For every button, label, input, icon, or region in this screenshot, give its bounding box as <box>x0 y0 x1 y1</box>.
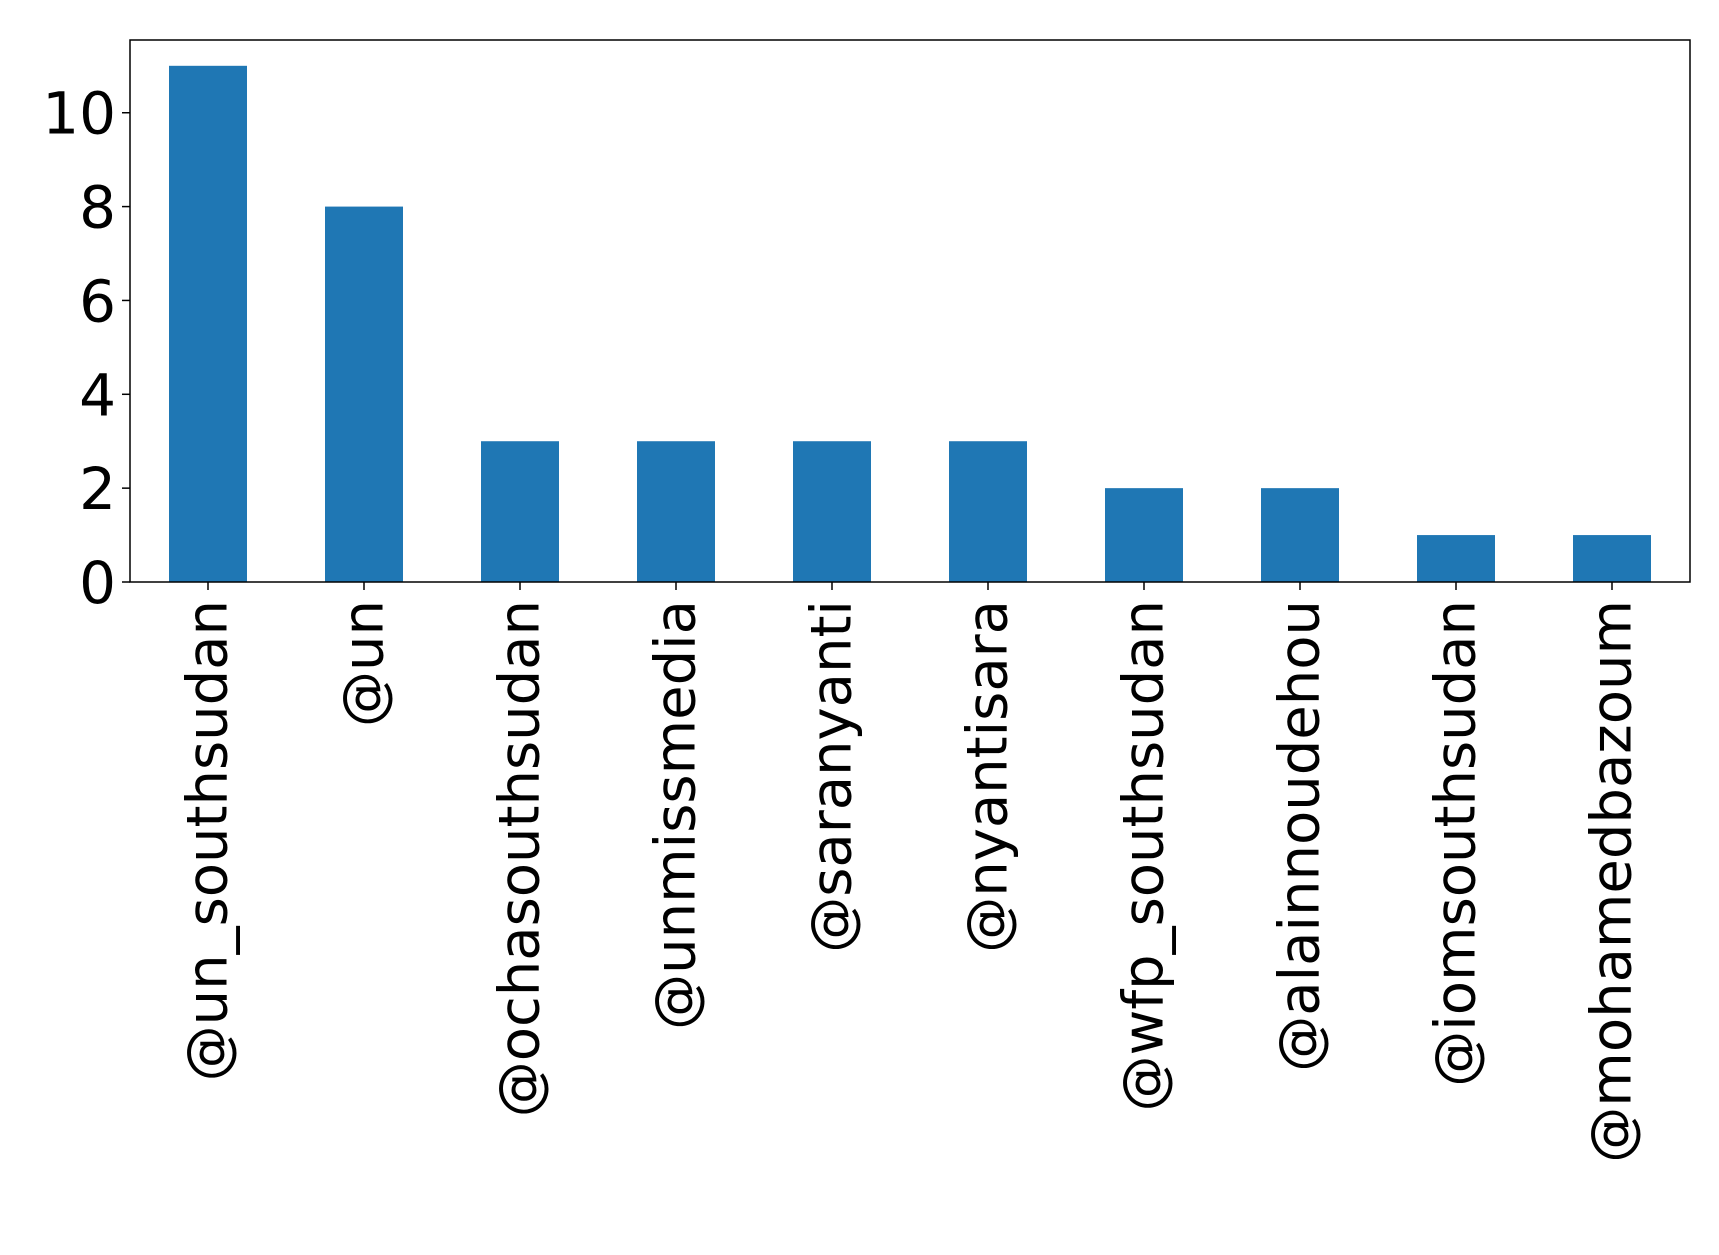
y-tick-label: 6 <box>79 267 116 335</box>
bars-group <box>169 65 1651 583</box>
x-tick-label: @unmissmedia <box>644 600 709 1030</box>
bar-mohamedbazoum <box>1573 535 1651 582</box>
x-tick-label: @ochasouthsudan <box>488 600 553 1117</box>
bar-nyantisara <box>949 441 1027 582</box>
x-tick-label: @un <box>332 600 397 727</box>
bar-alainnoudehou <box>1261 488 1339 582</box>
bar-saranyanti <box>793 441 871 582</box>
y-tick-label: 0 <box>79 549 116 617</box>
x-axis: @un_southsudan @un @ochasouthsudan @unmissm… <box>176 582 1645 1163</box>
x-tick-label: @saranyanti <box>800 600 865 953</box>
x-tick-label: @un_southsudan <box>176 600 241 1081</box>
y-axis: 0 2 4 6 8 10 <box>42 80 130 617</box>
y-tick-label: 4 <box>79 361 116 429</box>
x-tick-label: @mohamedbazoum <box>1580 600 1645 1163</box>
bar-iomsouthsudan <box>1417 535 1495 582</box>
y-tick-label: 8 <box>79 174 116 242</box>
x-tick-label: @wfp_southsudan <box>1112 600 1177 1111</box>
bar-un_southsudan <box>169 65 247 583</box>
x-tick-label: @alainnoudehou <box>1268 600 1333 1072</box>
bar-unmissmedia <box>637 441 715 582</box>
bar-wfp_southsudan <box>1105 488 1183 582</box>
y-tick-label: 10 <box>42 80 116 148</box>
bar-ochasouthsudan <box>481 441 559 582</box>
plot-frame <box>129 39 1691 583</box>
y-tick-label: 2 <box>79 455 116 523</box>
x-tick-label: @nyantisara <box>956 600 1021 953</box>
x-tick-label: @iomsouthsudan <box>1424 600 1489 1087</box>
bar-un <box>325 206 403 582</box>
